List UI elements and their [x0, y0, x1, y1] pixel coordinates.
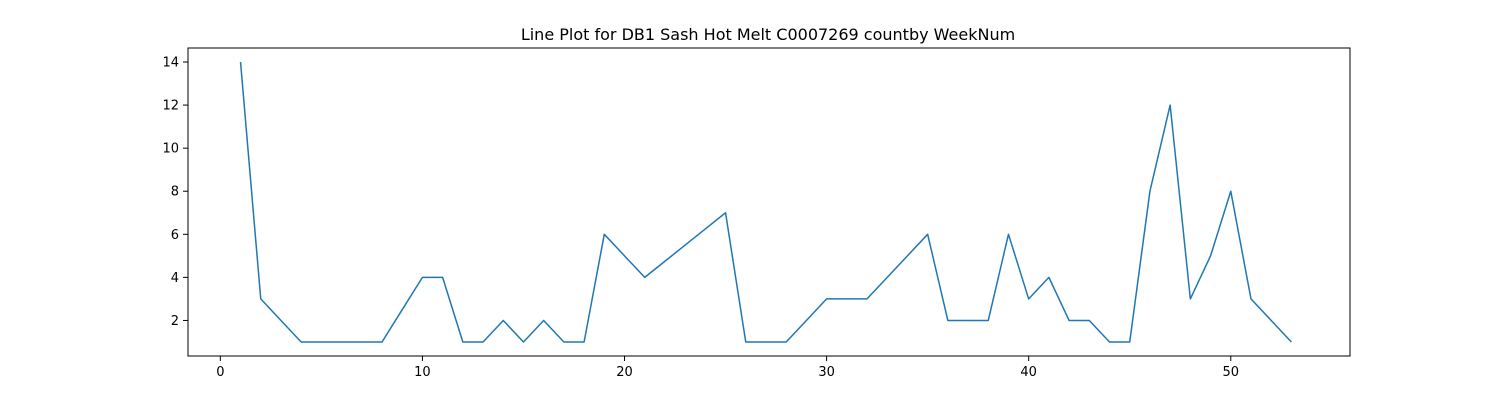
series-group: [239, 61, 1292, 343]
x-tick-label: 10: [414, 365, 431, 380]
y-tick-label: 10: [162, 142, 179, 157]
series-line: [239, 61, 1292, 343]
plot-frame: [187, 47, 1351, 357]
x-axis: 0 10 20 30 40 50: [216, 356, 1239, 380]
y-tick-label: 12: [162, 99, 179, 114]
y-tick-label: 6: [171, 228, 179, 243]
y-tick-label: 4: [171, 271, 179, 286]
y-tick-label: 14: [162, 56, 179, 71]
x-tick-label: 50: [1222, 365, 1239, 380]
y-tick-label: 8: [171, 185, 179, 200]
chart-title: Line Plot for DB1 Sash Hot Melt C0007269…: [521, 25, 1015, 44]
x-tick-label: 30: [818, 365, 835, 380]
y-tick-label: 2: [171, 314, 179, 329]
y-axis: 2 4 6 8 10 12 14: [162, 56, 188, 329]
x-tick-label: 40: [1020, 365, 1037, 380]
x-tick-label: 0: [216, 365, 224, 380]
x-tick-label: 20: [616, 365, 633, 380]
